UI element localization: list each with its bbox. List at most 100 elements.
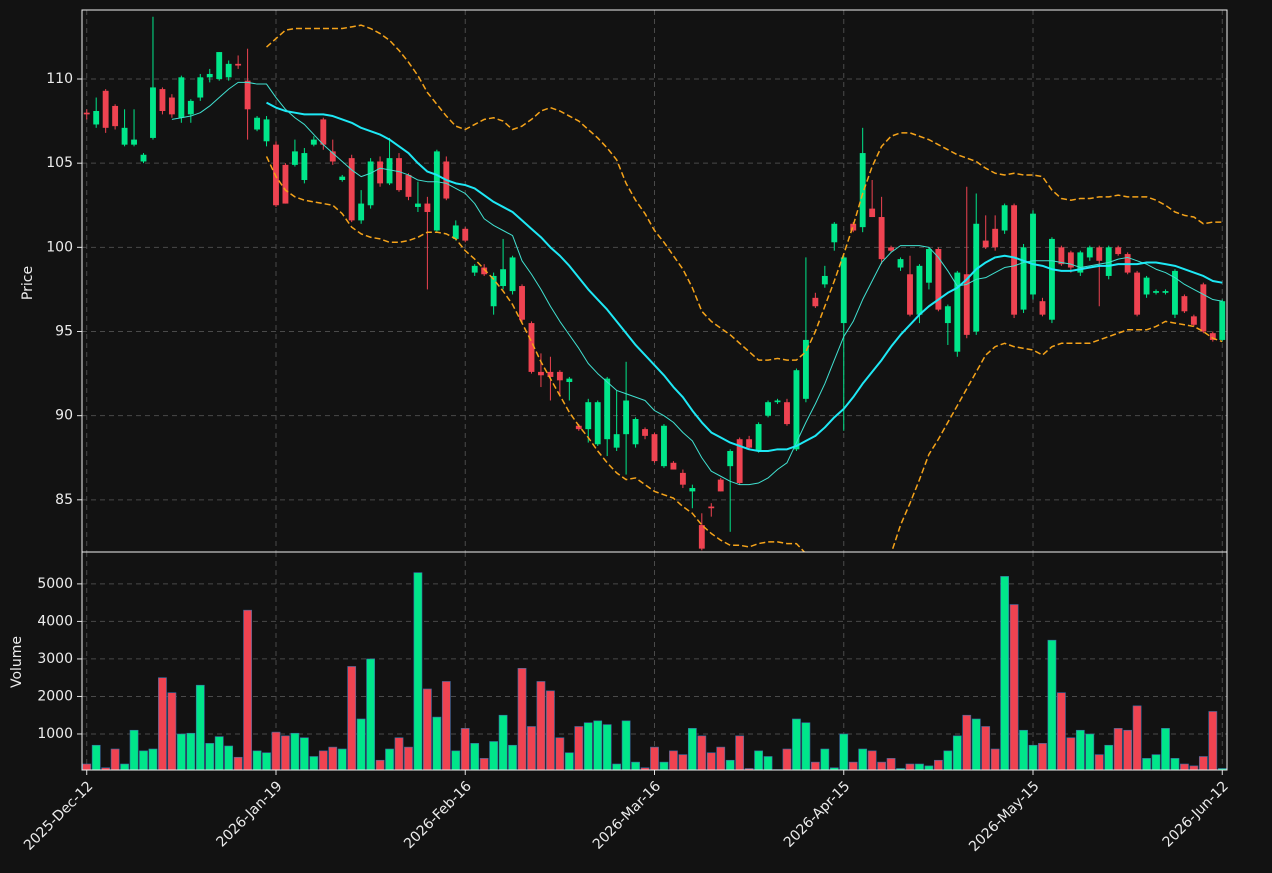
y-tick-label: 1000 [37,726,73,742]
candle-body [500,269,507,287]
volume-bar [952,735,962,770]
candle-body [538,371,544,376]
candle-body [320,119,327,145]
candle-body [812,297,819,307]
volume-bar [555,737,565,770]
candle-body [1209,333,1216,340]
volume-bar [593,720,603,770]
volume-panel-frame [81,551,1228,771]
y-tick-label: 95 [55,323,73,339]
volume-bar [385,748,394,770]
volume-bar [829,767,839,770]
candle-body [254,117,260,130]
candle-body [632,419,639,445]
volume-bar [498,714,508,770]
volume-bar [574,726,584,770]
volume-bar [309,756,319,770]
candle-body [386,158,393,184]
volume-bar [423,688,432,770]
volume-bar [612,763,622,770]
y-tick-label: 5000 [37,576,73,592]
volume-bar [158,677,167,770]
candle-body [689,488,696,492]
volume-bar [669,750,678,770]
volume-bar [139,750,148,770]
volume-bar [810,761,820,770]
candle-body [774,400,781,403]
overlay-line [266,101,1223,453]
candle-body [661,425,667,467]
volume-bar [404,746,413,770]
volume-bar [1066,737,1076,770]
candle-body [216,52,223,80]
volume-bar [754,750,763,770]
price-plot [83,16,1226,552]
volume-bar [129,729,139,770]
volume-bar [328,746,338,770]
volume-bar [1208,711,1218,770]
candle-body [1153,291,1159,293]
candle-body [1200,284,1207,332]
volume-bar [101,767,111,770]
candle-body [869,208,876,218]
candle-body [821,275,828,285]
candle-body [736,439,743,483]
y-tick-label: 110 [46,71,73,87]
candle-body [112,105,119,127]
y-tick-label: 3000 [37,651,73,667]
candle-body [623,400,630,435]
volume-bar [725,759,735,770]
candle-body [291,151,298,165]
candle-body [197,77,204,98]
candle-body [1049,238,1055,320]
volume-bar [186,732,196,770]
candle-body [784,402,790,425]
price-axis-label: Price [20,266,36,300]
volume-bar [347,666,357,770]
volume-bar [318,750,328,770]
volume-bar [839,733,849,770]
candle-body [604,378,611,440]
volume-bar [517,668,527,770]
candle-body [1039,301,1046,315]
candle-body [263,119,270,142]
volume-bar [110,748,120,770]
candle-body [556,371,563,381]
candle-body [897,259,904,268]
candle-body [698,525,705,549]
volume-bar [678,754,688,770]
candle-body [1077,252,1084,273]
volume-bar [441,681,451,770]
candle-body [282,164,289,204]
volume-bar [300,737,309,770]
volume-bar [867,750,877,770]
volume-axis-label: Volume [9,636,25,688]
candle-body [859,153,866,228]
candle-body [519,286,525,320]
candle-body [717,479,724,492]
candle-body [433,151,440,231]
volume-bar [934,759,943,770]
candle-body [1134,272,1141,315]
candle-body [339,176,346,181]
volume-bar [479,758,489,770]
volume-bar [536,681,546,770]
volume-bar [886,758,896,770]
volume-bar [981,726,991,770]
volume-bar [1142,758,1151,770]
candle-body [377,161,384,184]
candle-body [1086,247,1093,258]
candle-body [1190,316,1197,325]
candle-body [850,223,857,231]
candle-body [888,247,895,251]
volume-bar [1113,728,1123,770]
candle-body [954,272,961,352]
volume-bar [375,759,385,770]
volume-bar [290,732,300,770]
candle-body [1143,277,1150,295]
volume-bar [224,745,234,770]
candle-body [329,151,336,162]
volume-bar [602,724,612,770]
candle-body [348,158,355,221]
